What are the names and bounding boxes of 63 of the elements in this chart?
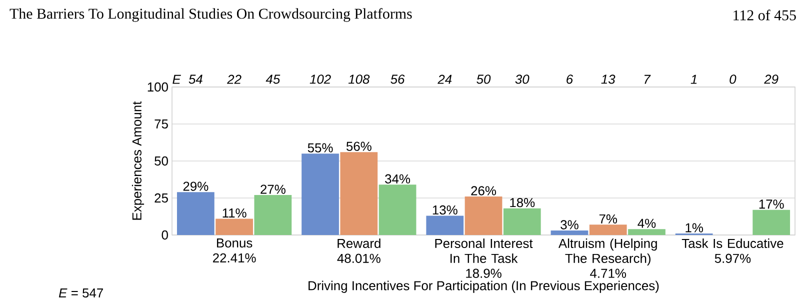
text: E = 547 [58, 288, 103, 298]
bar [752, 210, 790, 235]
x-axis-title: Driving Incentives For Participation (In Previous Experiences) [308, 280, 659, 293]
bar [503, 208, 541, 235]
data-label: 1% [686, 223, 703, 232]
text: 54 [188, 74, 202, 84]
text: 56 [390, 74, 405, 84]
text: 22.41% [213, 253, 256, 262]
text: The Barriers To Longitudinal Studies On Crowdsourcing Platforms [10, 8, 412, 22]
data-label: 56% [346, 142, 372, 151]
text: 108 [348, 74, 370, 84]
y-tick-label: 75 [154, 119, 168, 129]
text: 29 [764, 74, 778, 84]
text: 5.97% [714, 254, 751, 263]
text: 6 [566, 74, 574, 84]
text: 48.01% [337, 254, 380, 263]
data-label: 18% [510, 198, 535, 208]
bar [302, 154, 339, 235]
text: 45 [266, 74, 280, 84]
bar [426, 216, 464, 235]
data-label: 17% [759, 200, 784, 209]
bar [216, 218, 253, 235]
text: 22 [227, 74, 242, 84]
data-label: 29% [183, 182, 208, 191]
text: E [172, 74, 181, 84]
text: 102 [310, 74, 331, 84]
bar [464, 196, 502, 235]
data-label: 4% [638, 218, 656, 228]
text: 50 [476, 74, 491, 84]
bar [628, 229, 666, 235]
data-label: 13% [432, 205, 458, 215]
data-label: 34% [385, 174, 410, 184]
x-tick-label: Altruism (Helping The Research) [558, 238, 657, 266]
bar [550, 230, 588, 235]
y-tick-label: 0 [162, 230, 168, 240]
data-label: 3% [560, 220, 578, 230]
bar [176, 192, 214, 235]
text: 0 [730, 74, 736, 84]
y-tick-label: 50 [154, 156, 168, 166]
bar [254, 195, 292, 235]
text: 30 [515, 74, 530, 84]
text: 18.9% [466, 268, 502, 278]
data-label: 11% [222, 208, 246, 218]
text: 1 [690, 74, 697, 84]
text: 112 of 455 [734, 10, 796, 20]
data-label: 27% [260, 184, 286, 194]
x-tick-label: Reward [338, 238, 380, 248]
bar [589, 224, 627, 235]
text: 7 [644, 74, 651, 84]
text: 4.71% [590, 268, 626, 278]
text: 13 [601, 74, 616, 84]
x-tick-label: Personal Interest In The Task [435, 238, 533, 263]
bar [378, 184, 416, 235]
text: 24 [438, 74, 452, 84]
data-label: 55% [308, 143, 333, 152]
x-tick-label: Task Is Educative [682, 238, 784, 248]
y-tick-label: 25 [154, 193, 168, 203]
data-label: 7% [599, 214, 618, 224]
y-tick-label: 100 [148, 82, 168, 92]
data-label: 26% [471, 186, 496, 196]
bar [340, 152, 378, 235]
y-axis-title: Experiences Amount [132, 101, 144, 220]
x-tick-label: Bonus [217, 238, 252, 248]
